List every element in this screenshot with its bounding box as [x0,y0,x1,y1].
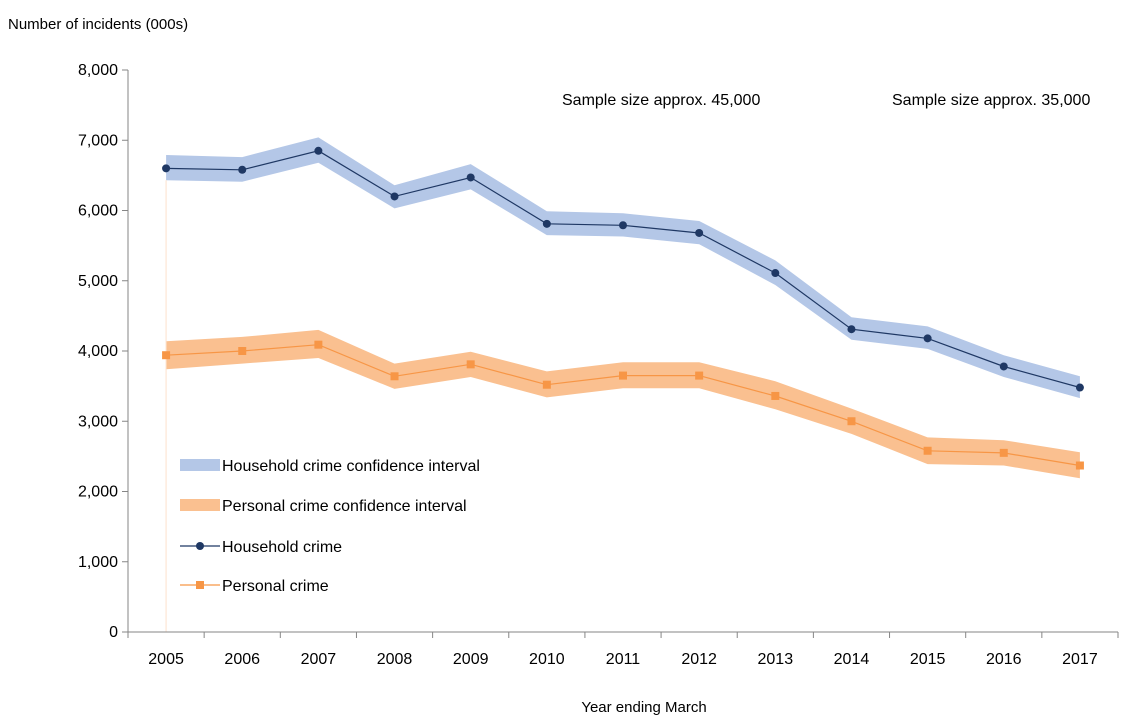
annotation-sample-35000: Sample size approx. 35,000 [892,92,1090,109]
y-tick-label: 6,000 [78,203,118,220]
x-tick-label: 2013 [758,651,794,668]
series-markers [162,146,1084,470]
legend-label-personal-ci: Personal crime confidence interval [222,498,467,515]
personal-point [1075,461,1084,470]
series-lines [166,150,1081,467]
household-point [390,192,399,201]
personal-point [923,446,932,455]
personal-point [771,391,780,400]
household-point [238,165,247,174]
household-point [542,219,551,228]
household-point [923,334,932,343]
x-tick-label: 2010 [529,651,565,668]
x-tick-label: 2012 [681,651,717,668]
legend-label-personal: Personal crime [222,578,329,595]
x-tick-label: 2008 [377,651,413,668]
personal-point [314,340,323,349]
personal-point [390,372,399,381]
personal-point [466,360,475,369]
legend-swatch-personal-ci [180,499,220,511]
y-tick-label: 4,000 [78,343,118,360]
household-point [1075,383,1084,392]
legend-swatch-household-ci [180,459,220,471]
legend: Household crime confidence interval Pers… [180,458,480,595]
personal-point [999,448,1008,457]
x-tick-label: 2015 [910,651,946,668]
household-point [466,173,475,182]
x-tick-label: 2009 [453,651,489,668]
axes: 0 1,000 2,000 3,000 4,000 5,000 6,000 7,000 8,00… [78,62,1119,668]
personal-point [619,371,627,380]
x-tick-label: 2006 [224,651,260,668]
legend-marker-personal [196,581,204,589]
y-tick-label: 1,000 [78,554,118,571]
household-point [314,146,323,155]
y-tick-label: 3,000 [78,413,118,430]
annotation-sample-45000: Sample size approx. 45,000 [562,92,760,109]
confidence-bands [165,137,1080,632]
household-point [999,362,1008,371]
y-tick-label: 2,000 [78,484,118,501]
legend-label-household: Household crime [222,539,342,556]
y-tick-label: 7,000 [78,132,118,149]
y-tick-label: 5,000 [78,273,118,290]
household-point [847,325,856,334]
band-personal-ci [166,329,1080,479]
x-tick-label: 2014 [834,651,870,668]
legend-marker-household [196,542,204,550]
personal-point [847,417,856,426]
personal-point [542,380,551,389]
x-tick-label: 2007 [301,651,337,668]
y-tick-label: 8,000 [78,62,118,79]
household-point [619,221,627,230]
y-tick-label: 0 [109,624,118,641]
x-tick-label: 2017 [1062,651,1098,668]
household-point [695,228,704,237]
y-axis-title: Number of incidents (000s) [8,16,188,33]
x-tick-label: 2005 [148,651,184,668]
x-tick-label: 2016 [986,651,1022,668]
x-tick-label: 2011 [606,651,641,668]
household-point [771,269,780,278]
personal-point [695,371,704,380]
x-axis-title: Year ending March [581,699,706,716]
personal-point [162,351,171,360]
household-point [162,164,171,173]
legend-label-household-ci: Household crime confidence interval [222,458,480,475]
personal-point [238,347,247,355]
